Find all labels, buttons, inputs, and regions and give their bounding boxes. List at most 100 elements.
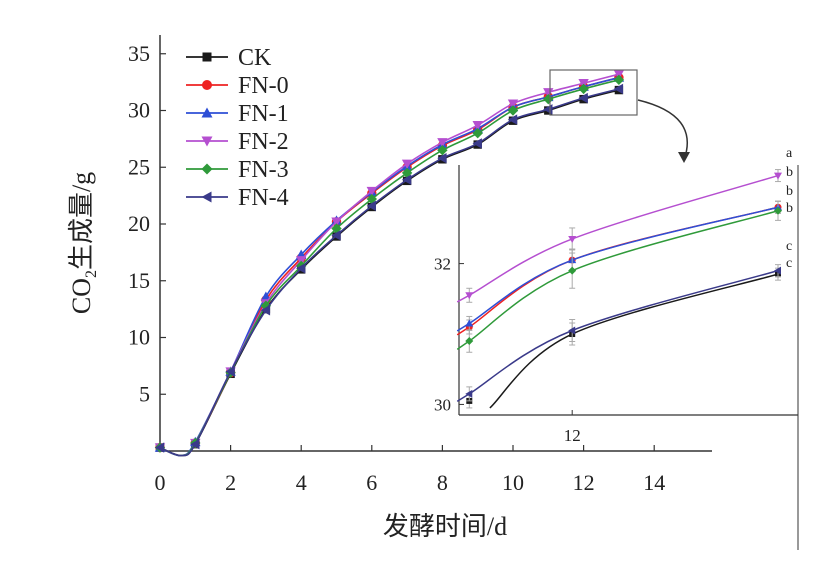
x-axis-ticks: 0 2 4 6 8 10 12 14 bbox=[155, 445, 665, 495]
inset-series-line bbox=[456, 210, 779, 350]
inset-data-point bbox=[568, 266, 577, 275]
legend-item: FN-3 bbox=[186, 157, 289, 183]
series-fn-2 bbox=[154, 69, 625, 457]
series-fn-1 bbox=[154, 72, 625, 457]
data-point bbox=[578, 92, 588, 104]
zoom-box bbox=[549, 69, 638, 116]
data-point bbox=[331, 217, 342, 227]
data-point bbox=[331, 230, 341, 241]
data-point bbox=[543, 88, 554, 98]
y-axis-ticks: 5 10 15 20 25 30 35 bbox=[128, 41, 166, 406]
data-point bbox=[401, 159, 413, 170]
y-tick-label: 10 bbox=[128, 325, 150, 350]
inset-data-point bbox=[568, 235, 577, 243]
data-point bbox=[507, 114, 518, 125]
data-point bbox=[260, 305, 271, 316]
inset-data-point bbox=[774, 266, 781, 275]
x-axis-title: 发酵时间/d bbox=[383, 512, 507, 541]
inset-y-tick-label: 30 bbox=[434, 395, 451, 414]
inset-series-fn-3 bbox=[456, 200, 782, 353]
legend-item: FN-0 bbox=[186, 73, 289, 99]
legend-marker bbox=[202, 80, 212, 90]
inset-data-point bbox=[774, 206, 782, 215]
data-point bbox=[437, 145, 448, 156]
legend-item: FN-4 bbox=[186, 185, 289, 211]
data-point bbox=[190, 438, 200, 450]
legend-label: FN-1 bbox=[238, 101, 289, 127]
y-axis-title: CO2生成量/g bbox=[67, 172, 100, 314]
legend-label: FN-2 bbox=[238, 129, 289, 155]
legend-label: FN-3 bbox=[238, 157, 289, 183]
series-line bbox=[159, 88, 620, 457]
legend-label: FN-0 bbox=[238, 73, 289, 99]
inset-series-fn-2 bbox=[456, 169, 782, 303]
data-point bbox=[296, 263, 306, 274]
significance-letter: b bbox=[786, 201, 793, 216]
legend-label: FN-4 bbox=[238, 185, 289, 211]
data-point bbox=[578, 83, 589, 95]
legend-marker bbox=[201, 136, 213, 147]
svg-text:CO2生成量/g: CO2生成量/g bbox=[67, 172, 100, 314]
inset-data-point bbox=[465, 292, 474, 300]
y-tick-label: 35 bbox=[128, 41, 150, 66]
y-axis-title-subscript: 2 bbox=[83, 270, 100, 278]
x-tick-label: 2 bbox=[225, 470, 236, 495]
data-point bbox=[472, 128, 483, 139]
significance-letter: c bbox=[786, 239, 792, 254]
x-tick-label: 14 bbox=[643, 470, 665, 495]
data-point bbox=[366, 200, 376, 212]
data-point bbox=[613, 74, 625, 86]
y-tick-label: 25 bbox=[128, 154, 150, 179]
y-tick-label: 5 bbox=[139, 381, 150, 406]
y-axis-title-co: CO bbox=[67, 278, 96, 314]
series-fn-4 bbox=[154, 83, 624, 457]
inset-x-tick-label: 12 bbox=[564, 426, 581, 445]
legend-marker bbox=[201, 107, 213, 118]
x-tick-label: 6 bbox=[366, 470, 377, 495]
inset-series-line bbox=[489, 273, 779, 409]
x-tick-label: 0 bbox=[155, 470, 166, 495]
significance-letter: b bbox=[786, 184, 793, 199]
inset-data-point bbox=[774, 172, 782, 180]
series-line bbox=[159, 89, 620, 457]
series-line bbox=[159, 73, 620, 457]
series-line bbox=[159, 79, 620, 457]
inset-y-tick-label: 32 bbox=[434, 255, 451, 274]
inset-series-ck bbox=[466, 267, 781, 409]
inset-series-fn-4 bbox=[456, 264, 781, 402]
inset-series-line bbox=[456, 174, 779, 303]
legend-marker bbox=[201, 163, 213, 175]
legend-item: CK bbox=[186, 45, 272, 71]
x-tick-label: 10 bbox=[502, 470, 524, 495]
legend-label: CK bbox=[238, 45, 272, 71]
series-fn-3 bbox=[154, 74, 625, 457]
zoom-arrow bbox=[637, 99, 689, 161]
significance-letter: c bbox=[786, 256, 792, 271]
inset-data-point bbox=[568, 326, 576, 335]
inset-data-point bbox=[465, 319, 474, 327]
data-point bbox=[507, 105, 519, 116]
x-tick-label: 4 bbox=[296, 470, 307, 495]
series-fn-0 bbox=[155, 72, 624, 457]
data-point bbox=[154, 442, 165, 453]
inset-series-line bbox=[456, 206, 779, 332]
inset-data-point bbox=[465, 389, 473, 398]
legend-item: FN-1 bbox=[186, 101, 289, 127]
zoom-arrow-head-icon bbox=[678, 152, 690, 163]
data-point bbox=[507, 99, 519, 109]
series-layer bbox=[154, 69, 625, 457]
data-point bbox=[472, 121, 483, 131]
data-point bbox=[225, 366, 235, 377]
x-tick-label: 12 bbox=[573, 470, 595, 495]
data-point bbox=[366, 186, 377, 197]
significance-letter: a bbox=[786, 146, 793, 161]
data-point bbox=[472, 138, 482, 149]
y-tick-label: 30 bbox=[128, 98, 150, 123]
x-tick-label: 8 bbox=[437, 470, 448, 495]
data-point bbox=[543, 93, 554, 105]
data-point bbox=[437, 152, 447, 164]
